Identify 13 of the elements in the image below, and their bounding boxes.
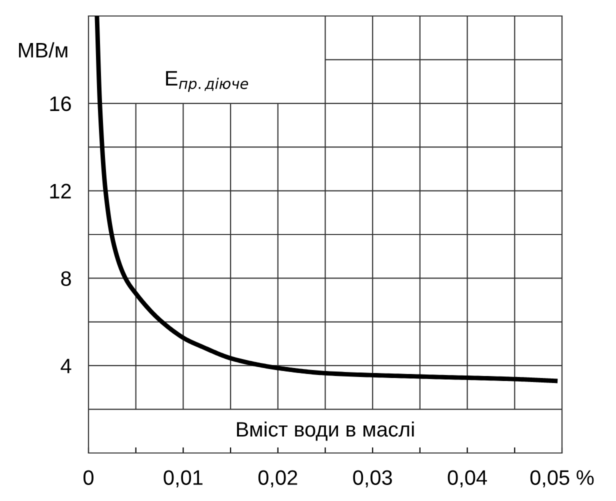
x-tick-label: 0,03 [353, 470, 392, 488]
x-tick-label: 0 [84, 470, 94, 485]
x-tick-label: 0,02 [258, 470, 298, 488]
x-tick-label: 0,05 % [530, 470, 594, 488]
y-tick-label: 8 [61, 271, 71, 286]
y-tick-label: 16 [50, 96, 71, 112]
x-tick-label: 0,04 [448, 470, 487, 488]
text: E$_{пр.діюче}$ [166, 71, 248, 92]
y-tick-label: 12 [50, 184, 71, 198]
y-axis-title: МВ/м [19, 42, 68, 58]
y-tick-label: 4 [60, 358, 72, 374]
x-tick-label: 0,01 [164, 470, 202, 488]
x-axis-title: Вміст води в маслі [237, 421, 414, 441]
